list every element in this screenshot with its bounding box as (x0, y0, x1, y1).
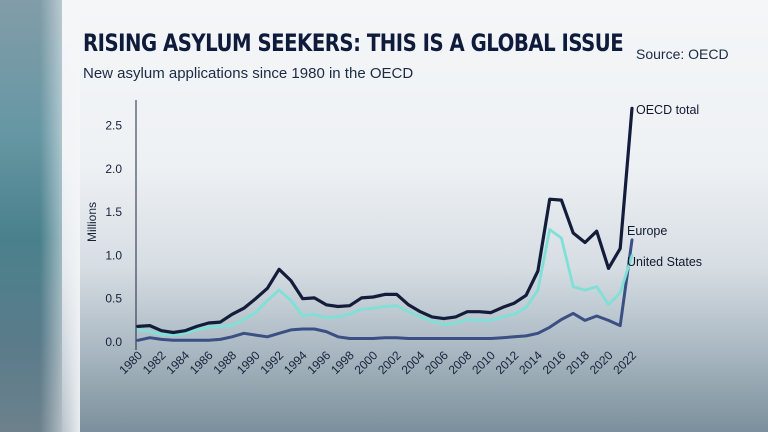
x-tick-label: 2000 (352, 348, 381, 377)
x-tick-label: 1992 (257, 348, 286, 377)
series-label-united-states: United States (627, 255, 702, 269)
y-tick-label: 1.0 (105, 248, 122, 262)
x-tick-label: 1996 (305, 348, 334, 377)
y-tick-label: 2.5 (105, 119, 122, 133)
x-tick-label: 2018 (563, 348, 592, 377)
x-tick-label: 2008 (446, 348, 475, 377)
y-tick-label: 1.5 (105, 205, 122, 219)
chart-series (136, 106, 634, 342)
chart-title: RISING ASYLUM SEEKERS: THIS IS A GLOBAL … (83, 29, 624, 57)
chart-series-labels: OECD total Europe United States (627, 103, 702, 269)
series-label-europe: Europe (627, 224, 667, 238)
x-tick-label: 2014 (516, 348, 545, 377)
x-tick-label: 2010 (469, 348, 498, 377)
x-tick-label: 2004 (399, 348, 428, 377)
source-label: Source: OECD (636, 46, 729, 62)
x-tick-label: 1984 (163, 348, 192, 377)
y-tick-label: 0.5 (105, 292, 122, 306)
series-label-oecd-total: OECD total (636, 103, 699, 117)
x-tick-label: 2020 (587, 348, 616, 377)
x-tick-label: 1998 (328, 348, 357, 377)
x-tick-label: 2002 (375, 348, 404, 377)
series-line-europe (136, 228, 634, 337)
x-tick-label: 2022 (610, 348, 639, 377)
x-tick-label: 2012 (493, 348, 522, 377)
background-fade (40, 0, 80, 432)
x-tick-label: 1990 (234, 348, 263, 377)
x-tick-label: 2006 (422, 348, 451, 377)
x-tick-label: 1982 (140, 348, 169, 377)
x-tick-label: 1986 (187, 348, 216, 377)
x-tick-label: 1994 (281, 348, 310, 377)
series-line-oecd-total (136, 106, 634, 335)
x-tick-label: 1980 (116, 348, 145, 377)
y-axis-label: Millions (85, 202, 99, 242)
chart-subtitle: New asylum applications since 1980 in th… (83, 65, 414, 82)
y-tick-label: 0.0 (105, 335, 122, 349)
x-tick-label: 2016 (540, 348, 569, 377)
y-tick-label: 2.0 (105, 162, 122, 176)
x-tick-label: 1988 (210, 348, 239, 377)
series-line-united-states (136, 238, 634, 342)
